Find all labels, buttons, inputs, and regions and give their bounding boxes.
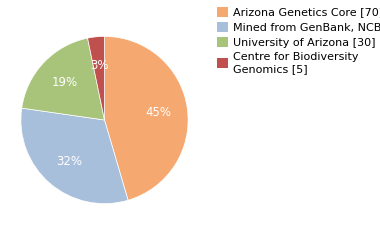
Wedge shape <box>21 108 128 204</box>
Wedge shape <box>22 38 104 120</box>
Text: 3%: 3% <box>90 60 108 72</box>
Text: 32%: 32% <box>56 155 82 168</box>
Text: 19%: 19% <box>52 76 78 89</box>
Text: 45%: 45% <box>145 106 171 119</box>
Legend: Arizona Genetics Core [70], Mined from GenBank, NCBI [49], University of Arizona: Arizona Genetics Core [70], Mined from G… <box>215 4 380 76</box>
Wedge shape <box>105 36 188 200</box>
Wedge shape <box>87 36 105 120</box>
